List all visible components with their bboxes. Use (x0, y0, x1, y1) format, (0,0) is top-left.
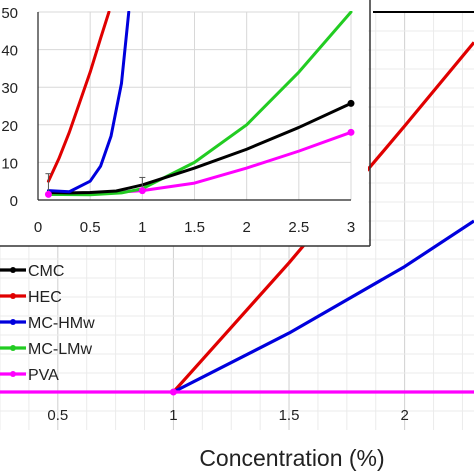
inset-x-tick-label: 1.5 (184, 219, 205, 236)
legend-marker-mc-lmw (10, 345, 16, 351)
main-x-tick-label: 1 (169, 407, 177, 424)
main-series-line-mc-hmw (172, 219, 474, 394)
legend-marker-cmc (10, 267, 16, 273)
inset-y-tick-labels: 0 10 20 30 40 50 (1, 5, 18, 210)
inset-y-tick-label: 20 (1, 118, 18, 135)
legend-label-mc-lmw: MC-LMw (28, 341, 92, 358)
inset-x-tick-label: 2.5 (288, 219, 309, 236)
inset-grid (37, 11, 352, 201)
inset-y-tick-label: 40 (1, 43, 18, 60)
inset-y-tick-label: 50 (1, 5, 18, 22)
main-x-tick-label: 0.5 (47, 407, 68, 424)
legend-marker-pva (10, 371, 16, 377)
inset-plot (44, 11, 355, 198)
inset-series-line-mc-hmw (46, 11, 131, 194)
legend-item-pva: PVA (0, 367, 59, 384)
inset-marker-pva (44, 190, 52, 198)
inset-y-tick-label: 10 (1, 155, 18, 172)
main-x-axis-label: Concentration (%) (199, 445, 384, 471)
inset-y-tick-label: 0 (10, 193, 18, 210)
inset-marker-pva (138, 187, 146, 195)
legend-item-cmc: CMC (0, 263, 64, 280)
inset-y-tick-label: 30 (1, 80, 18, 97)
main-series-marker-pva (169, 388, 177, 396)
inset-marker-cmc (347, 99, 355, 107)
legend-label-pva: PVA (28, 367, 59, 384)
inset-x-tick-label: 3 (347, 219, 355, 236)
legend-label-mc-hmw: MC-HMw (28, 315, 95, 332)
legend-item-mc-hmw: MC-HMw (0, 315, 95, 332)
legend-label-cmc: CMC (28, 263, 64, 280)
legend: CMC HEC MC-HMw MC-LMw PVA (0, 263, 95, 384)
inset-marker-pva (347, 128, 355, 136)
main-x-tick-label: 1.5 (279, 407, 300, 424)
legend-item-mc-lmw: MC-LMw (0, 341, 92, 358)
inset-background (0, 0, 368, 246)
legend-item-hec: HEC (0, 289, 62, 306)
inset-x-tick-label: 2 (242, 219, 250, 236)
legend-marker-hec (10, 293, 16, 299)
legend-marker-mc-hmw (10, 319, 16, 325)
inset-x-tick-label: 0.5 (80, 219, 101, 236)
inset-series-line-hec (46, 11, 111, 183)
legend-label-hec: HEC (28, 289, 62, 306)
inset-x-tick-label: 1 (138, 219, 146, 236)
inset-x-tick-labels: 0 0.5 1 1.5 2 2.5 3 (34, 219, 355, 236)
inset-x-tick-label: 0 (34, 219, 42, 236)
main-x-tick-labels: 0.5 1 1.5 2 (47, 407, 408, 424)
inset-chart: 0 0.5 1 1.5 2 2.5 3 0 10 20 30 40 50 (0, 0, 371, 247)
main-x-tick-label: 2 (400, 407, 408, 424)
